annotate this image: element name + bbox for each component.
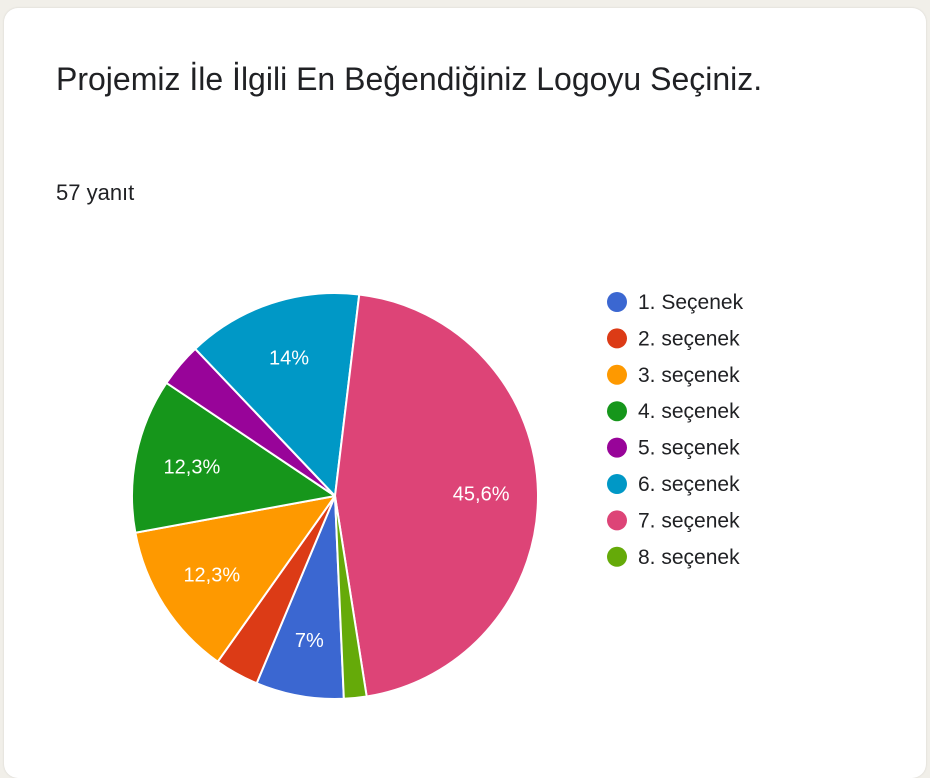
question-title: Projemiz İle İlgili En Beğendiğiniz Logo… [56,61,763,97]
legend-swatch-5 [607,437,627,458]
legend-swatch-1 [607,292,627,312]
slice-data-label-7: 45,6% [453,483,510,505]
legend-swatch-6 [607,474,627,494]
slice-data-label-3: 12,3% [183,565,240,587]
legend-label-8[interactable]: 8. seçenek [638,546,740,569]
legend-label-4[interactable]: 4. seçenek [638,400,740,423]
legend-swatch-4 [607,401,627,422]
legend-swatch-3 [607,364,627,385]
legend-swatch-2 [607,328,627,349]
pie-slice-7[interactable] [333,293,539,698]
legend-swatch-8 [607,546,627,567]
legend-swatch-7 [607,510,627,531]
legend-label-2[interactable]: 2. seçenek [638,327,740,350]
slice-data-label-4: 12,3% [164,456,221,478]
legend-label-6[interactable]: 6. seçenek [638,473,740,496]
legend-label-7[interactable]: 7. seçenek [638,509,740,532]
slice-data-label-1: 7% [295,630,324,652]
pie-slice-8[interactable] [334,495,368,700]
legend-label-3[interactable]: 3. seçenek [638,364,740,387]
legend-label-1[interactable]: 1. Seçenek [638,291,744,314]
slice-data-label-6: 14% [269,347,309,369]
legend-label-5[interactable]: 5. seçenek [638,437,740,460]
response-count: 57 yanıt [56,180,135,205]
pie-slice-3[interactable] [134,494,338,664]
pie-slice-4[interactable] [131,381,338,534]
pie-slice-6[interactable] [193,292,361,499]
